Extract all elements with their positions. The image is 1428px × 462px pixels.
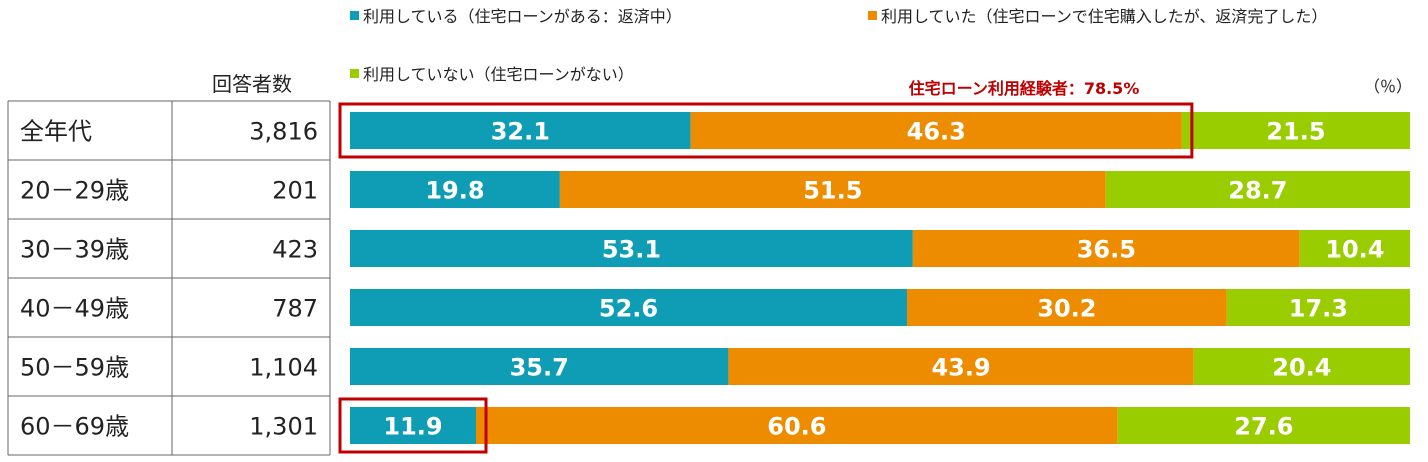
data-label: 32.1 <box>491 118 550 146</box>
bar-segment <box>559 171 1106 208</box>
respondent-count: 787 <box>272 295 318 323</box>
bar-segment <box>350 112 691 149</box>
data-label: 19.8 <box>425 177 484 205</box>
data-label: 28.7 <box>1228 177 1287 205</box>
bar-segment <box>1299 230 1410 267</box>
bar-segment <box>1193 348 1410 385</box>
data-label: 30.2 <box>1037 295 1096 323</box>
highlight-boxes <box>338 102 1194 454</box>
bar-segment <box>912 230 1300 267</box>
bar-segment <box>350 289 908 326</box>
bar-area: 32.1 46.3 21.5 19.8 51.5 28.7 53.1 36.5 10.4 52.6… <box>350 112 1410 444</box>
highlight-label: 住宅ローン利用経験者：78.5% <box>909 79 1140 98</box>
category-label: 40－49歳 <box>20 295 129 323</box>
category-label: 全年代 <box>20 118 92 146</box>
data-label: 52.6 <box>599 295 658 323</box>
category-label: 50－59歳 <box>20 354 129 382</box>
legend-label-2: 利用していた（住宅ローンで住宅購入したが、返済完了した） <box>881 7 1327 26</box>
legend-swatch-3 <box>350 69 359 78</box>
unit-label: （％） <box>1364 77 1412 96</box>
data-label: 60.6 <box>767 413 826 441</box>
data-label: 17.3 <box>1289 295 1348 323</box>
data-label: 36.5 <box>1077 236 1136 264</box>
data-label: 51.5 <box>803 177 862 205</box>
bar-segment <box>350 230 913 267</box>
bar-segment <box>1226 289 1410 326</box>
highlight-box <box>338 397 488 454</box>
legend-swatch-1 <box>350 11 359 20</box>
bar-segment <box>1105 171 1410 208</box>
data-label: 11.9 <box>383 413 442 441</box>
data-label: 43.9 <box>931 354 990 382</box>
bar-segment <box>350 348 729 385</box>
legend-label-3: 利用していない（住宅ローンがない） <box>363 65 634 84</box>
respondent-count: 3,816 <box>249 118 318 146</box>
count-column-header: 回答者数 <box>212 72 292 96</box>
bar-segment <box>1117 407 1410 444</box>
highlight-box <box>338 102 1194 159</box>
bar-segment <box>907 289 1227 326</box>
data-label: 21.5 <box>1266 118 1325 146</box>
data-label: 53.1 <box>602 236 661 264</box>
legend-swatch-2 <box>868 11 877 20</box>
data-label: 10.4 <box>1325 236 1384 264</box>
respondent-count: 1,301 <box>249 413 318 441</box>
data-table: 全年代 3,816 20－29歳 201 30－39歳 423 40－49歳 787 50－59… <box>7 100 331 456</box>
respondent-count: 201 <box>272 177 318 205</box>
data-label: 46.3 <box>907 118 966 146</box>
bar-segment <box>1181 112 1410 149</box>
category-label: 30－39歳 <box>20 236 129 264</box>
legend-label-1: 利用している（住宅ローンがある：返済中） <box>363 7 682 26</box>
bar-segment <box>350 407 477 444</box>
chart-legend: 利用している（住宅ローンがある：返済中） 利用していた（住宅ローンで住宅購入したが… <box>350 7 1327 84</box>
data-label: 35.7 <box>510 354 569 382</box>
data-label: 20.4 <box>1272 354 1331 382</box>
bar-segment <box>350 171 560 208</box>
data-label: 27.6 <box>1234 413 1293 441</box>
respondent-count: 423 <box>272 236 318 264</box>
category-label: 60－69歳 <box>20 413 129 441</box>
bar-segment <box>690 112 1182 149</box>
category-label: 20－29歳 <box>20 177 129 205</box>
bar-segment <box>476 407 1118 444</box>
bar-segment <box>728 348 1194 385</box>
respondent-count: 1,104 <box>249 354 318 382</box>
